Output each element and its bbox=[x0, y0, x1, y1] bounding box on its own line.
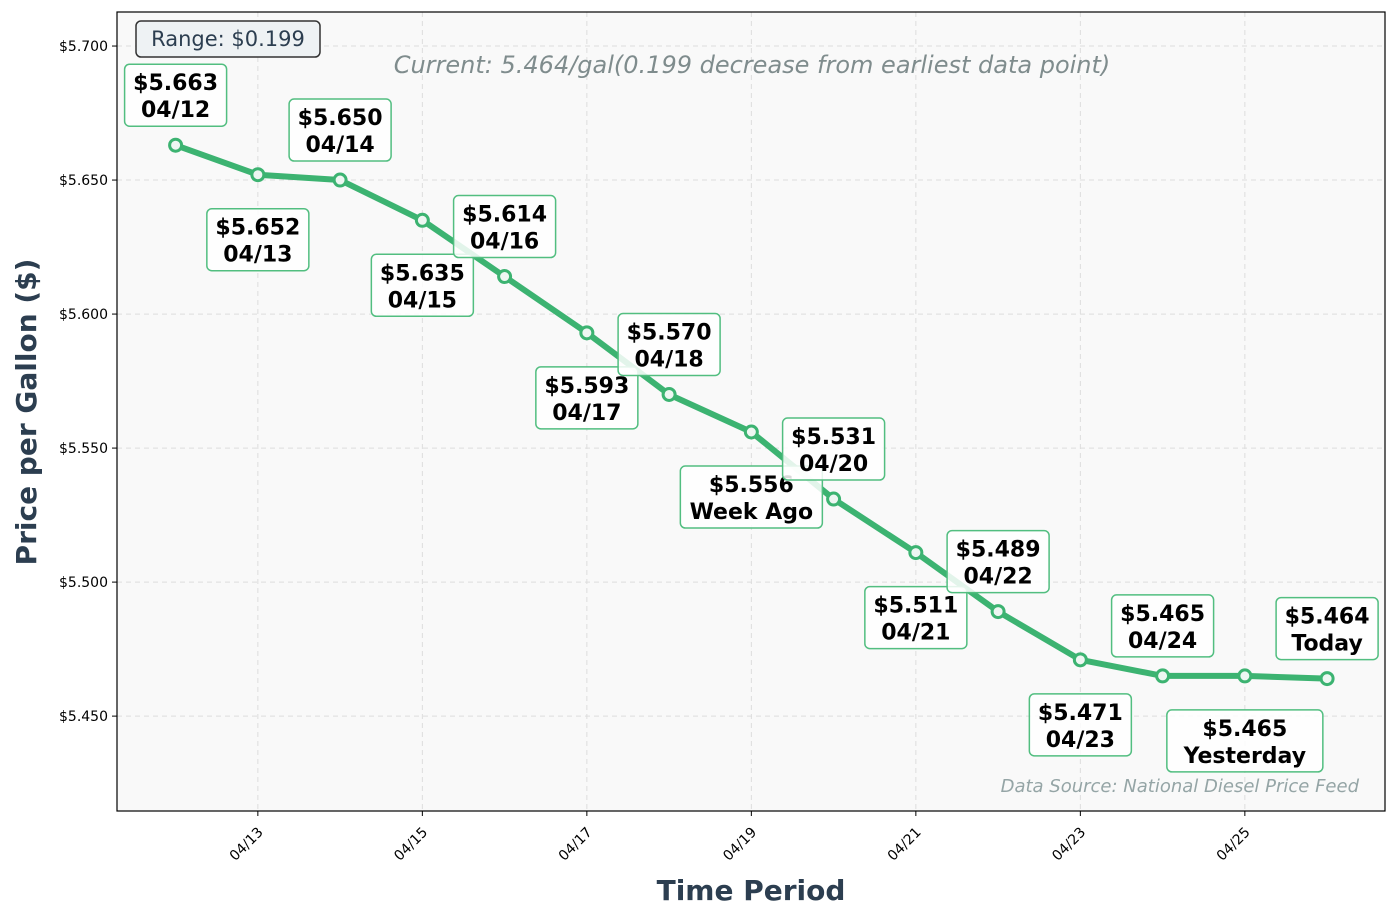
x-axis-label: Time Period bbox=[657, 874, 846, 907]
plot-frame bbox=[116, 11, 1386, 812]
point-price: $5.465 bbox=[1120, 602, 1205, 627]
current-price-annotation: Current: 5.464/gal(0.199 decrease from e… bbox=[394, 51, 1111, 79]
range-badge: Range: $0.199 bbox=[135, 20, 321, 58]
data-point bbox=[497, 269, 513, 285]
point-date: 04/12 bbox=[141, 98, 210, 123]
point-price: $5.464 bbox=[1285, 605, 1370, 630]
data-point bbox=[168, 137, 184, 153]
x-tick-label: 04/17 bbox=[556, 825, 596, 865]
point-date: 04/24 bbox=[1128, 629, 1197, 654]
point-date: Week Ago bbox=[690, 500, 814, 525]
point-date: 04/21 bbox=[881, 621, 950, 646]
point-date: 04/15 bbox=[388, 288, 457, 313]
y-tick-label: $5.550 bbox=[59, 441, 108, 457]
y-tick-label: $5.500 bbox=[59, 575, 108, 591]
point-price: $5.471 bbox=[1038, 701, 1123, 726]
data-point bbox=[743, 424, 759, 440]
point-date: 04/16 bbox=[470, 230, 539, 255]
x-tick-label: 04/19 bbox=[720, 825, 760, 865]
point-price: $5.635 bbox=[380, 261, 465, 286]
data-point bbox=[990, 604, 1006, 620]
data-point bbox=[579, 325, 595, 341]
data-point bbox=[1319, 671, 1335, 687]
y-tick-label: $5.700 bbox=[59, 39, 108, 55]
data-point bbox=[1072, 652, 1088, 668]
point-price: $5.614 bbox=[462, 203, 547, 228]
point-price: $5.663 bbox=[133, 71, 218, 96]
point-date: 04/14 bbox=[305, 133, 374, 158]
point-price: $5.465 bbox=[1202, 717, 1287, 742]
point-date: 04/20 bbox=[799, 452, 868, 477]
data-point bbox=[908, 545, 924, 561]
point-date: 04/22 bbox=[963, 565, 1032, 590]
range-text: Range: $0.199 bbox=[151, 27, 305, 51]
point-price: $5.650 bbox=[298, 106, 383, 131]
data-point bbox=[661, 386, 677, 402]
point-price: $5.511 bbox=[873, 594, 958, 619]
x-tick-label: 04/23 bbox=[1049, 825, 1089, 865]
x-tick-label: 04/25 bbox=[1214, 825, 1254, 865]
data-point bbox=[1237, 668, 1253, 684]
point-date: Today bbox=[1291, 632, 1362, 657]
x-tick-label: 04/21 bbox=[885, 825, 925, 865]
point-date: 04/17 bbox=[552, 401, 621, 426]
y-tick-label: $5.650 bbox=[59, 173, 108, 189]
point-price: $5.531 bbox=[791, 425, 876, 450]
point-price: $5.570 bbox=[627, 320, 712, 345]
point-price: $5.489 bbox=[956, 538, 1041, 563]
data-source-note: Data Source: National Diesel Price Feed bbox=[1001, 776, 1360, 797]
point-price: $5.652 bbox=[215, 216, 300, 241]
x-tick-label: 04/15 bbox=[391, 825, 431, 865]
y-axis-label: Price per Gallon ($) bbox=[10, 259, 43, 566]
data-point bbox=[250, 167, 266, 183]
y-tick-label: $5.600 bbox=[59, 307, 108, 323]
data-point bbox=[332, 172, 348, 188]
data-point bbox=[1155, 668, 1171, 684]
point-date: 04/18 bbox=[634, 347, 703, 372]
point-price: $5.593 bbox=[544, 374, 629, 399]
data-point bbox=[826, 491, 842, 507]
data-point bbox=[414, 212, 430, 228]
point-date: 04/23 bbox=[1046, 728, 1115, 753]
point-date: Yesterday bbox=[1183, 744, 1306, 769]
point-date: 04/13 bbox=[223, 243, 292, 268]
x-tick-label: 04/13 bbox=[227, 825, 267, 865]
point-price: $5.556 bbox=[709, 473, 794, 498]
y-tick-label: $5.450 bbox=[59, 709, 108, 725]
